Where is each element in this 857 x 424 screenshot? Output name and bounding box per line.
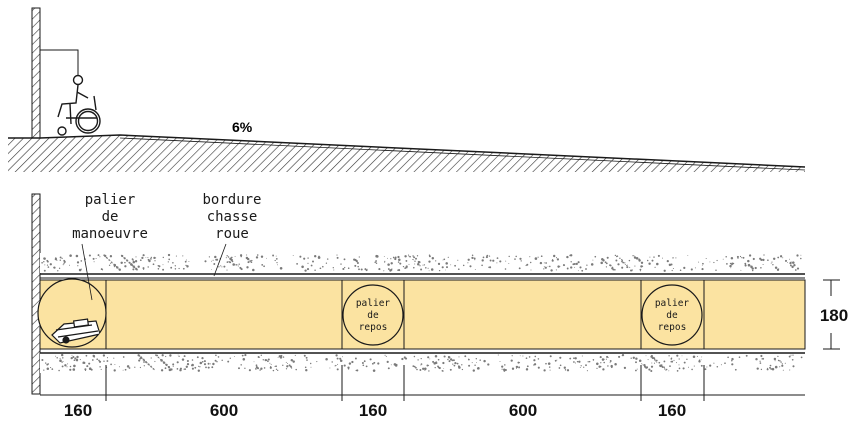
handrail-bracket xyxy=(40,49,79,75)
ramp-underside-line xyxy=(119,137,806,171)
rest-landing-1-line-3: repos xyxy=(359,322,388,333)
rest-landing-circle-1 xyxy=(342,284,404,346)
wheelchair-top-icon xyxy=(51,318,101,344)
rest-landing-1-line-2: de xyxy=(367,310,379,321)
width-dim-4: 600 xyxy=(509,401,537,419)
plan-view: palier de repos palier de repos palier d… xyxy=(31,192,848,420)
maneuver-label-line-2: de xyxy=(102,209,119,225)
elevation-view: 6% xyxy=(8,7,806,172)
curb-leader-line xyxy=(213,243,227,277)
rest-landing-1-line-1: palier xyxy=(356,298,391,309)
curb-label-line-2: chasse xyxy=(207,209,258,225)
maneuver-leader-line xyxy=(81,243,93,301)
wall-elevation xyxy=(31,7,41,139)
gravel-band-top xyxy=(40,253,805,273)
rest-landing-2-line-2: de xyxy=(666,310,678,321)
width-dim-5: 160 xyxy=(658,401,686,419)
wheelchair-user-icon xyxy=(57,74,101,136)
height-dimension: 180 xyxy=(820,306,848,325)
rest-landing-circle-2 xyxy=(641,284,703,346)
ground-hatch xyxy=(8,135,805,172)
width-dim-2: 600 xyxy=(210,401,238,419)
width-dim-ticks xyxy=(105,365,705,401)
gravel-texture xyxy=(41,253,803,373)
curb-label-line-3: roue xyxy=(215,226,249,242)
maneuver-label-line-3: manoeuvre xyxy=(72,226,148,242)
gravel-band-bottom xyxy=(40,353,805,373)
maneuver-label-line-1: palier xyxy=(85,192,136,208)
slope-label: 6% xyxy=(232,119,253,135)
ramp-surface-line xyxy=(8,134,806,168)
rest-landing-2-line-1: palier xyxy=(655,298,690,309)
curb-label-line-1: bordure xyxy=(202,192,261,208)
rest-landing-2-line-3: repos xyxy=(658,322,687,333)
width-dim-3: 160 xyxy=(359,401,387,419)
wall-plan xyxy=(31,193,41,395)
width-dim-1: 160 xyxy=(64,401,92,419)
